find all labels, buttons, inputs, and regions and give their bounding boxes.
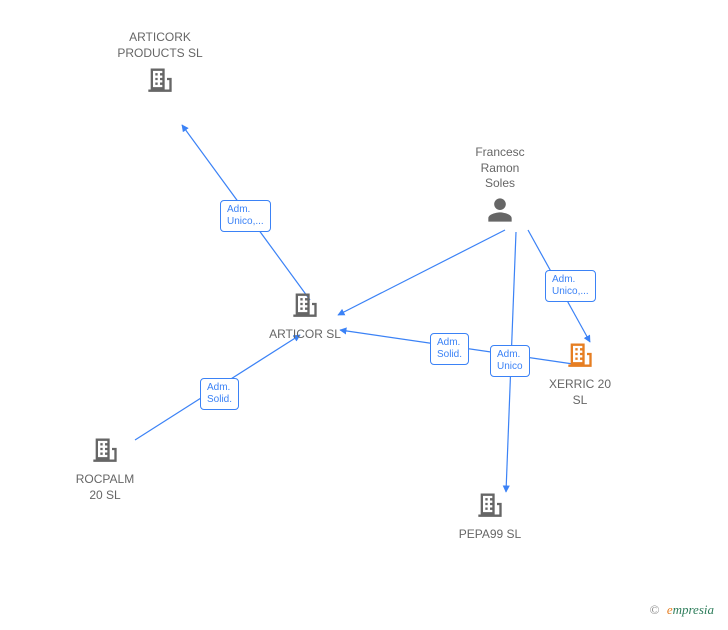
building-icon (566, 340, 594, 368)
person-icon-wrap (486, 196, 514, 229)
node-label: ARTICOR SL (269, 327, 341, 343)
watermark-brand-rest: mpresia (673, 602, 714, 617)
building-icon (146, 65, 174, 93)
edge-label-xerric-articor: Adm. Solid. (430, 333, 469, 365)
building-icon-wrap (566, 340, 594, 373)
watermark: © empresia (650, 602, 714, 618)
building-icon-wrap (291, 290, 319, 323)
copyright-symbol: © (650, 602, 660, 617)
building-icon (91, 435, 119, 463)
building-icon-wrap (91, 435, 119, 468)
edge-label-francesc-pepa99: Adm. Unico (490, 345, 530, 377)
node-francesc[interactable]: Francesc Ramon Soles (455, 145, 545, 229)
building-icon-wrap (146, 65, 174, 98)
building-icon (476, 490, 504, 518)
diagram-canvas: ARTICORK PRODUCTS SL Francesc Ramon Soles… (0, 0, 728, 630)
edge-label-articor-articork: Adm. Unico,... (220, 200, 271, 232)
edge-francesc-articor (338, 230, 505, 315)
node-label: PEPA99 SL (459, 527, 521, 543)
node-pepa99[interactable]: PEPA99 SL (445, 490, 535, 543)
node-articor[interactable]: ARTICOR SL (260, 290, 350, 343)
node-label: ARTICORK PRODUCTS SL (117, 30, 202, 61)
node-rocpalm[interactable]: ROCPALM 20 SL (60, 435, 150, 503)
building-icon-wrap (476, 490, 504, 523)
node-label: ROCPALM 20 SL (76, 472, 134, 503)
node-xerric[interactable]: XERRIC 20 SL (535, 340, 625, 408)
person-icon (486, 196, 514, 224)
edge-label-francesc-xerric: Adm. Unico,... (545, 270, 596, 302)
node-label: XERRIC 20 SL (549, 377, 611, 408)
node-label: Francesc Ramon Soles (475, 145, 524, 192)
building-icon (291, 290, 319, 318)
node-articork[interactable]: ARTICORK PRODUCTS SL (115, 30, 205, 98)
edge-label-rocpalm-articor: Adm. Solid. (200, 378, 239, 410)
edges-layer (0, 0, 728, 630)
